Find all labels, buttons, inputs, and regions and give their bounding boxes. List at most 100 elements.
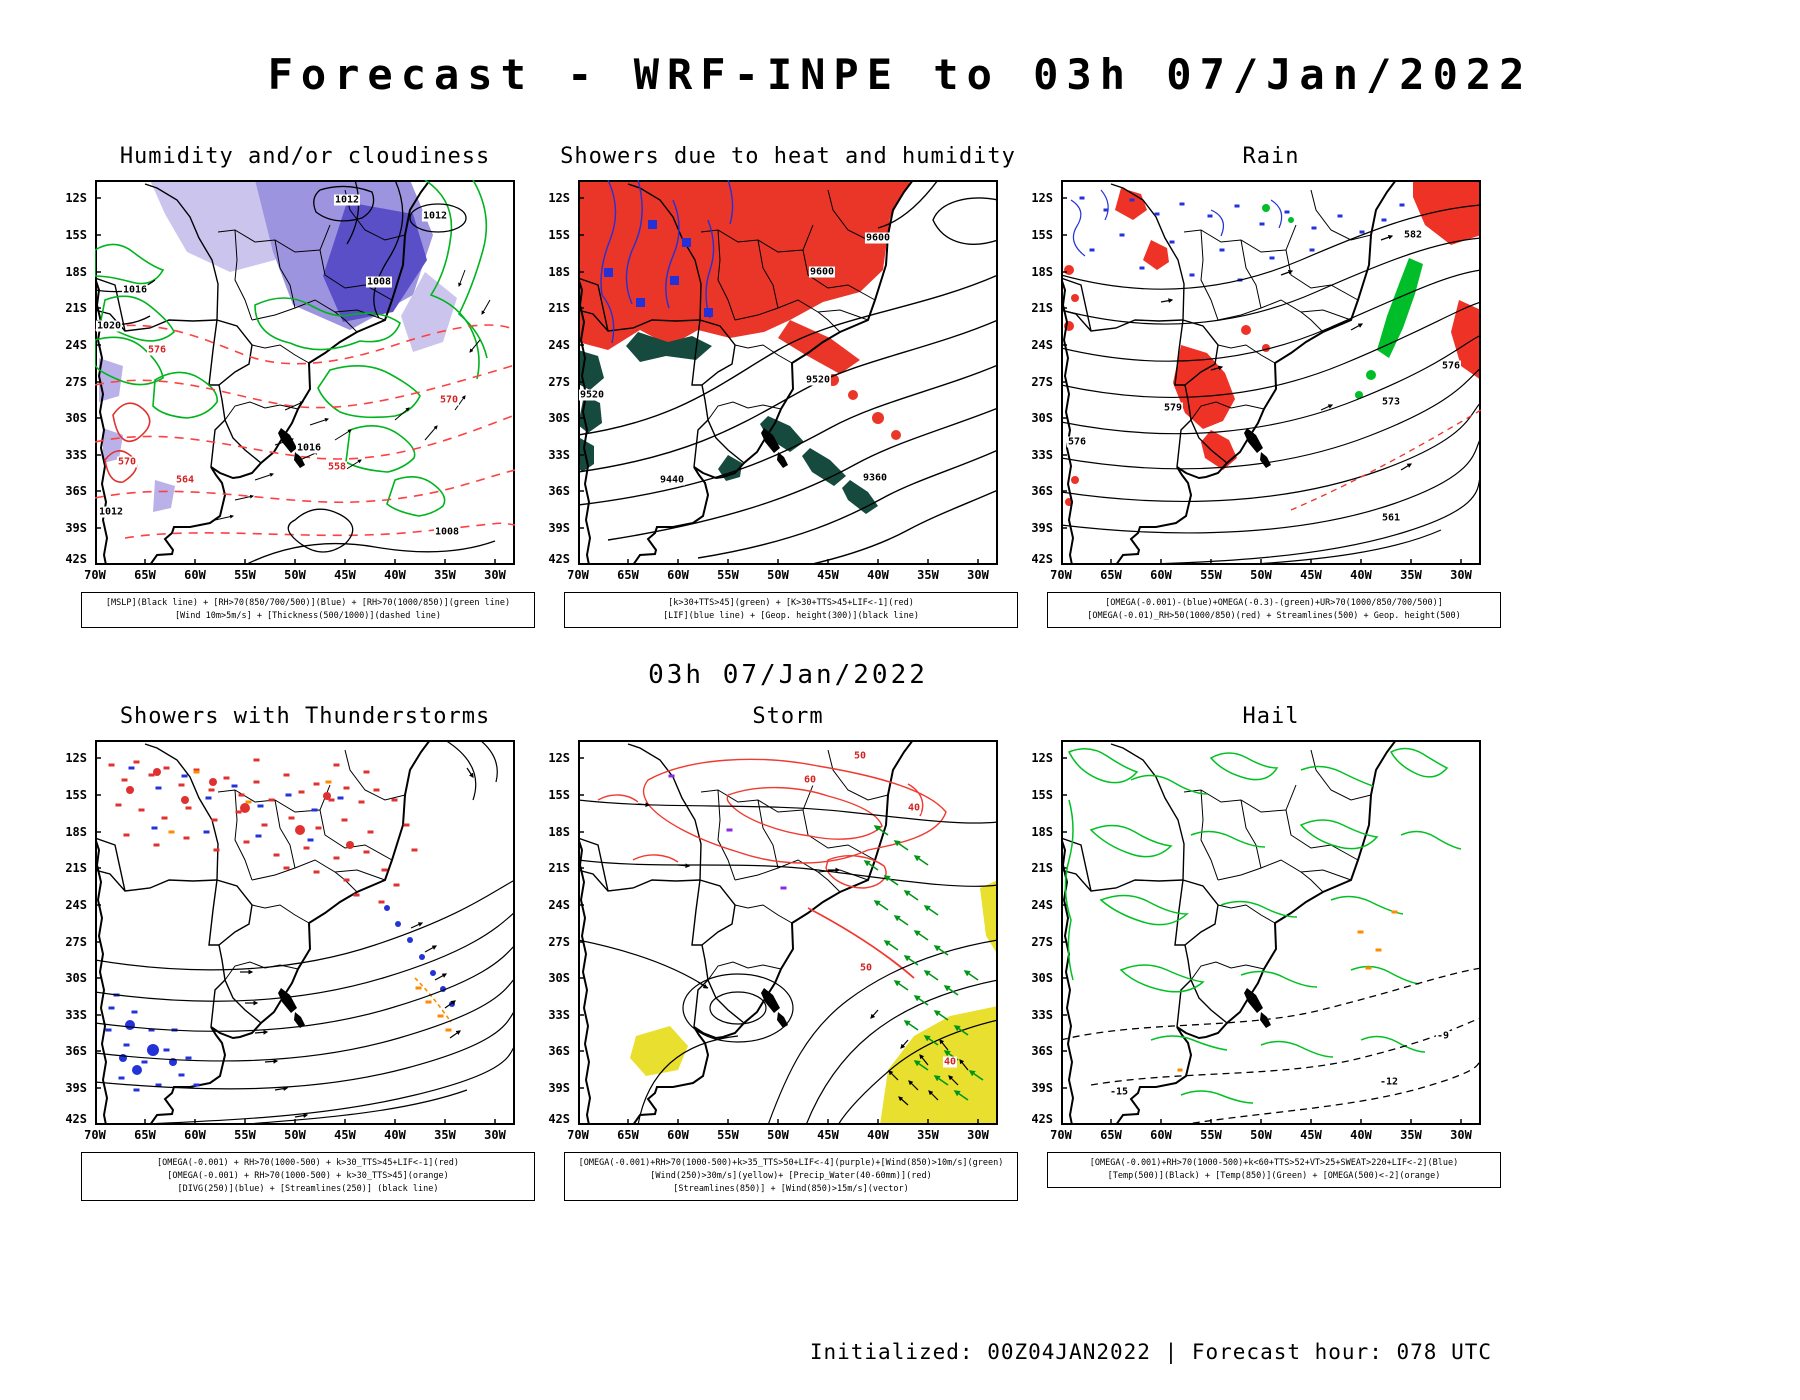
tick-label: 24S bbox=[65, 898, 87, 912]
tick-label: 30W bbox=[967, 568, 989, 582]
purple-speckles bbox=[668, 774, 787, 890]
lon-axis: 70W 65W 60W 55W 50W 45W 40W 35W 30W bbox=[567, 568, 998, 586]
tick-label: 18S bbox=[548, 265, 570, 279]
tick-label: 12S bbox=[548, 191, 570, 205]
tick-label: 39S bbox=[1031, 1081, 1053, 1095]
map-rain: 582 576 573 579 561 576 bbox=[1061, 180, 1481, 565]
tick-label: 36S bbox=[548, 1044, 570, 1058]
tick-label: 45W bbox=[1300, 1128, 1322, 1142]
tick-label: 40W bbox=[867, 568, 889, 582]
tick-label: 42S bbox=[1031, 1112, 1053, 1126]
lon-axis: 70W 65W 60W 55W 50W 45W 40W 35W 30W bbox=[1050, 568, 1481, 586]
tick-label: 50W bbox=[1250, 568, 1272, 582]
legend-box: [MSLP](Black line) + [RH>70(850/700/500)… bbox=[81, 592, 535, 628]
tick-label: 21S bbox=[548, 861, 570, 875]
tick-label: 30W bbox=[484, 1128, 506, 1142]
lat-axis: 12S 15S 18S 21S 24S 27S 30S 33S 36S 39S 42S bbox=[534, 740, 574, 1126]
tick-label: 35W bbox=[434, 568, 456, 582]
tick-label: 65W bbox=[1100, 1128, 1122, 1142]
tick-label: 55W bbox=[234, 568, 256, 582]
tick-label: 18S bbox=[65, 825, 87, 839]
tick-label: 27S bbox=[65, 375, 87, 389]
tick-label: 35W bbox=[1400, 1128, 1422, 1142]
lon-axis: 70W 65W 60W 55W 50W 45W 40W 35W 30W bbox=[84, 568, 515, 586]
tick-label: 18S bbox=[1031, 265, 1053, 279]
lon-axis: 70W 65W 60W 55W 50W 45W 40W 35W 30W bbox=[84, 1128, 515, 1146]
tick-label: 18S bbox=[1031, 825, 1053, 839]
panel-storm: Storm 12S 15S 18S 21S 24S 27S 30S 33S 36S 39S 42S bbox=[548, 704, 1018, 1260]
tick-label: 55W bbox=[1200, 568, 1222, 582]
caption-line: [OMEGA(-0.001)+RH>70(1000-500)+k<60+TTS>… bbox=[1089, 1158, 1459, 1168]
caption-line: [DIVG(250)](blue) + [Streamlines(250)] (… bbox=[177, 1184, 439, 1194]
tick-label: 40W bbox=[1350, 1128, 1372, 1142]
tick-label: 35W bbox=[434, 1128, 456, 1142]
tick-label: 21S bbox=[65, 301, 87, 315]
mslp-contours bbox=[95, 180, 496, 565]
tick-label: 24S bbox=[1031, 898, 1053, 912]
lat-axis: 12S 15S 18S 21S 24S 27S 30S 33S 36S 39S 42S bbox=[1017, 180, 1057, 566]
init-footer: Initialized: 00Z04JAN2022 | Forecast hou… bbox=[809, 1340, 1492, 1364]
tick-label: 18S bbox=[548, 825, 570, 839]
valid-time-label: 03h 07/Jan/2022 bbox=[648, 660, 928, 690]
tick-label: 40W bbox=[867, 1128, 889, 1142]
tick-label: 12S bbox=[65, 751, 87, 765]
tick-label: 27S bbox=[548, 375, 570, 389]
tick-label: 30S bbox=[65, 971, 87, 985]
omega-blue-speckles bbox=[1079, 196, 1405, 282]
cloud-fills bbox=[99, 180, 457, 512]
tick-label: 15S bbox=[1031, 788, 1053, 802]
tick-label: 35W bbox=[917, 568, 939, 582]
tick-label: 27S bbox=[548, 935, 570, 949]
tick-label: 42S bbox=[1031, 552, 1053, 566]
caption-line: [Temp(500)](Black) + [Temp(850)](Green) … bbox=[1107, 1171, 1441, 1181]
panel-title: Rain bbox=[1242, 144, 1300, 169]
tick-label: 21S bbox=[1031, 301, 1053, 315]
tick-label: 55W bbox=[1200, 1128, 1222, 1142]
lon-axis: 70W 65W 60W 55W 50W 45W 40W 35W 30W bbox=[567, 1128, 998, 1146]
tick-label: 60W bbox=[1150, 568, 1172, 582]
panel-title: Hail bbox=[1242, 704, 1300, 729]
tick-label: 36S bbox=[1031, 484, 1053, 498]
tick-label: 60W bbox=[184, 1128, 206, 1142]
tick-label: 70W bbox=[1050, 568, 1072, 582]
tick-label: 70W bbox=[84, 1128, 106, 1142]
tick-label: 36S bbox=[1031, 1044, 1053, 1058]
tick-label: 45W bbox=[334, 568, 356, 582]
panel-title: Showers due to heat and humidity bbox=[560, 144, 1016, 169]
tick-label: 36S bbox=[548, 484, 570, 498]
streamlines-850 bbox=[578, 799, 998, 1125]
panel-title: Humidity and/or cloudiness bbox=[119, 144, 491, 169]
streamline-arrows bbox=[240, 767, 474, 1118]
tick-label: 15S bbox=[548, 788, 570, 802]
map-showers-heat-svg bbox=[578, 180, 998, 565]
panel-humidity: Humidity and/or cloudiness 12S 15S 18S 21S 2… bbox=[65, 144, 535, 700]
orange-dashed-streak bbox=[414, 977, 452, 1023]
tick-label: 30S bbox=[548, 411, 570, 425]
streamline-arrows bbox=[1160, 234, 1413, 471]
tick-label: 12S bbox=[1031, 751, 1053, 765]
tick-label: 45W bbox=[334, 1128, 356, 1142]
tick-label: 50W bbox=[284, 568, 306, 582]
tick-label: 45W bbox=[1300, 568, 1322, 582]
tick-label: 33S bbox=[1031, 1008, 1053, 1022]
tick-label: 24S bbox=[65, 338, 87, 352]
tick-label: 65W bbox=[617, 1128, 639, 1142]
legend-box: [OMEGA(-0.001) + RH>70(1000-500) + k>30_… bbox=[81, 1152, 535, 1201]
tick-label: 21S bbox=[548, 301, 570, 315]
tick-label: 33S bbox=[548, 1008, 570, 1022]
lon-axis: 70W 65W 60W 55W 50W 45W 40W 35W 30W bbox=[1050, 1128, 1481, 1146]
instability-teal-patches bbox=[578, 332, 878, 514]
caption-line: [OMEGA(-0.001)+RH>70(1000-500)+k>35_TTS>… bbox=[578, 1158, 1004, 1168]
temp500-black-dashed bbox=[1061, 967, 1481, 1125]
tick-label: 12S bbox=[548, 751, 570, 765]
legend-box: [OMEGA(-0.001)+RH>70(1000-500)+k>35_TTS>… bbox=[564, 1152, 1018, 1201]
wind-arrows bbox=[214, 269, 491, 521]
tick-label: 42S bbox=[65, 552, 87, 566]
lif-blue-contours bbox=[600, 180, 734, 344]
tick-label: 70W bbox=[567, 1128, 589, 1142]
panel-thunderstorms: Showers with Thunderstorms 12S 15S 18S 21S 2… bbox=[65, 704, 535, 1260]
tick-label: 50W bbox=[767, 568, 789, 582]
rain-green-band bbox=[1262, 204, 1423, 399]
tick-label: 55W bbox=[717, 568, 739, 582]
tick-label: 39S bbox=[548, 1081, 570, 1095]
